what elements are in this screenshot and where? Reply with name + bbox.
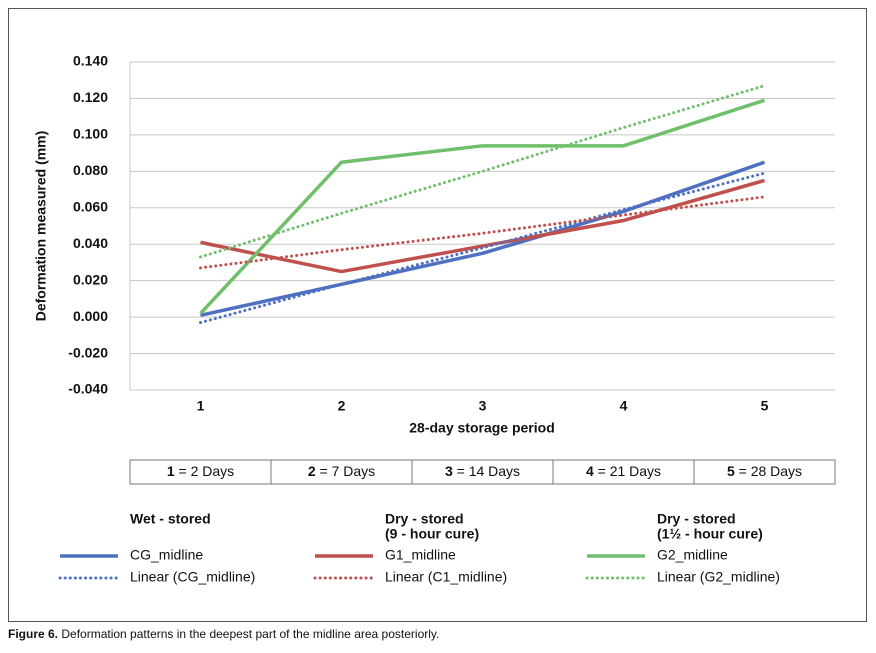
y-tick-label: 0.000	[73, 308, 108, 324]
trend-line	[199, 84, 766, 259]
legend-group-title: (1½ - hour cure)	[657, 526, 763, 542]
table-cell-text: 5 = 28 Days	[727, 463, 802, 479]
y-axis-title: Deformation measured (mm)	[33, 131, 49, 322]
table-key: 5	[727, 463, 735, 479]
table-text: = 21 Days	[598, 463, 661, 479]
legend-label: G2_midline	[657, 547, 728, 563]
trend-line	[199, 195, 766, 270]
legend-label: Linear (CG_midline)	[130, 569, 255, 585]
series-line	[199, 98, 766, 315]
legend-label: G1_midline	[385, 547, 456, 563]
table-text: = 2 Days	[179, 463, 235, 479]
legend-group-title: (9 - hour cure)	[385, 526, 479, 542]
trend-line	[199, 171, 766, 325]
x-tick-label: 1	[197, 398, 205, 414]
x-axis-title: 28-day storage period	[409, 420, 555, 436]
y-tick-label: -0.040	[68, 381, 108, 397]
legend-group-title: Wet - stored	[130, 511, 211, 527]
caption: Figure 6. Deformation patterns in the de…	[8, 627, 439, 641]
x-tick-label: 3	[479, 398, 487, 414]
y-tick-label: -0.020	[68, 344, 108, 360]
table-cell-text: 2 = 7 Days	[308, 463, 375, 479]
legend-group-title: Dry - stored	[657, 511, 736, 527]
table-key: 3	[445, 463, 453, 479]
series-line	[200, 178, 765, 274]
caption-text: Deformation patterns in the deepest part…	[61, 627, 439, 641]
y-tick-label: 0.120	[73, 89, 108, 105]
table-cell-text: 3 = 14 Days	[445, 463, 520, 479]
y-tick-label: 0.100	[73, 126, 108, 142]
table-text: = 14 Days	[457, 463, 520, 479]
frame	[8, 8, 867, 622]
y-tick-label: 0.040	[73, 235, 108, 251]
table-cell-text: 1 = 2 Days	[167, 463, 234, 479]
legend-label: CG_midline	[130, 547, 203, 563]
table-key: 4	[586, 463, 594, 479]
table-cell	[693, 459, 836, 485]
x-tick-label: 4	[620, 398, 628, 414]
y-tick-label: 0.140	[73, 53, 108, 69]
table-text: = 28 Days	[739, 463, 802, 479]
table-key: 2	[308, 463, 316, 479]
x-tick-label: 5	[761, 398, 769, 414]
table-cell-text: 4 = 21 Days	[586, 463, 661, 479]
legend-group-title: Dry - stored	[385, 511, 464, 527]
y-tick-label: 0.080	[73, 162, 108, 178]
series-line	[200, 160, 766, 317]
legend-label: Linear (C1_midline)	[385, 569, 507, 585]
legend-label: Linear (G2_midline)	[657, 569, 780, 585]
y-tick-label: 0.020	[73, 271, 108, 287]
x-tick-label: 2	[338, 398, 346, 414]
y-tick-label: 0.060	[73, 198, 108, 214]
caption-label: Figure 6.	[8, 627, 58, 641]
table-text: = 7 Days	[320, 463, 376, 479]
table-key: 1	[167, 463, 175, 479]
